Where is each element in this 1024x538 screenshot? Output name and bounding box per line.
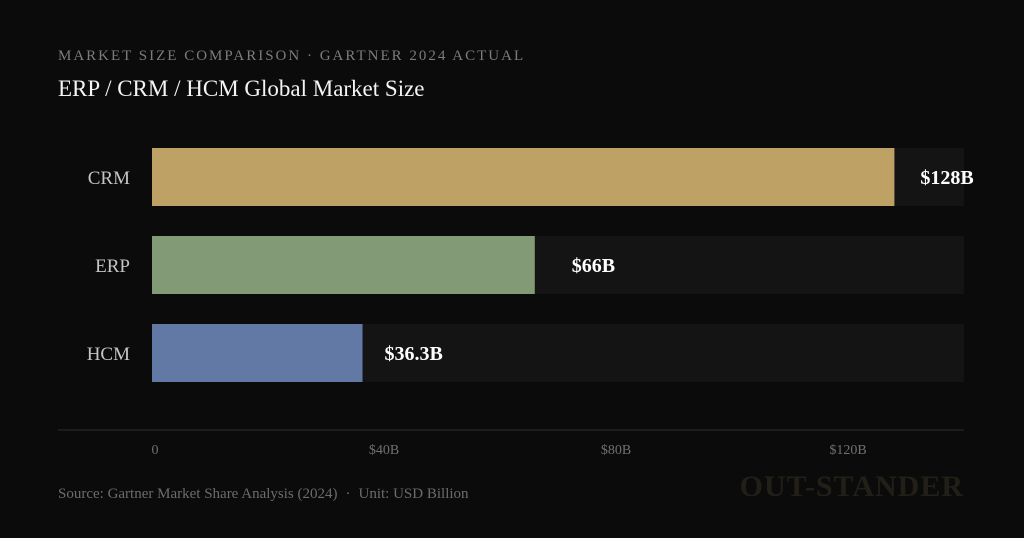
x-tick-label: $80B: [601, 443, 631, 458]
category-label-erp: ERP: [95, 256, 130, 277]
watermark-logo: OUT-STANDER: [739, 470, 964, 503]
category-label-hcm: HCM: [87, 344, 130, 365]
value-label-erp: $66B: [572, 255, 615, 277]
value-label-hcm: $36.3B: [385, 343, 443, 365]
source-note: Source: Gartner Market Share Analysis (2…: [58, 486, 338, 502]
x-tick-label: $40B: [369, 443, 399, 458]
bar-erp: [152, 236, 535, 294]
category-label-crm: CRM: [88, 168, 130, 189]
bar-crm: [152, 148, 895, 206]
footer-separator: ·: [345, 486, 351, 502]
x-tick-label: 0: [152, 443, 159, 458]
footer: Source: Gartner Market Share Analysis (2…: [58, 486, 469, 503]
value-label-crm: $128B: [920, 167, 973, 189]
bar-hcm: [152, 324, 363, 382]
chart-title: ERP / CRM / HCM Global Market Size: [58, 76, 425, 101]
unit-note: Unit: USD Billion: [358, 486, 469, 502]
chart-kicker: Market Size Comparison · Gartner 2024 Ac…: [58, 48, 526, 64]
x-tick-label: $120B: [829, 443, 866, 458]
